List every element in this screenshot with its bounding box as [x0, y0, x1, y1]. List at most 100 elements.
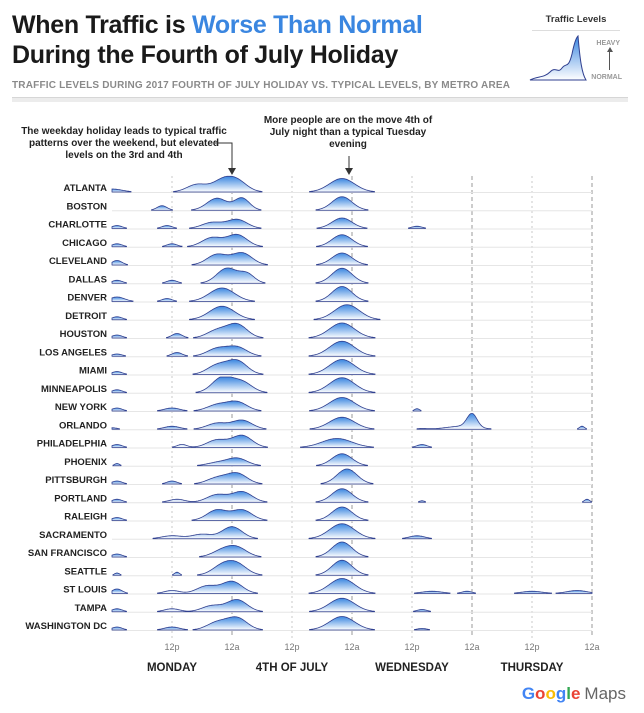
day-label: WEDNESDAY — [375, 662, 449, 674]
traffic-area — [189, 287, 255, 302]
city-label: WASHINGTON DC — [25, 621, 107, 632]
chart-title: When Traffic is Worse Than Normal During… — [12, 10, 423, 70]
annotation-weekend: The weekday holiday leads to typical tra… — [21, 126, 227, 161]
traffic-area — [157, 225, 177, 229]
traffic-area — [315, 196, 369, 211]
city-label: RALEIGH — [64, 512, 107, 523]
google-maps-logo: Google Maps — [522, 684, 626, 704]
city-label: HOUSTON — [60, 329, 107, 340]
traffic-area — [111, 553, 127, 558]
traffic-area — [162, 279, 182, 284]
traffic-area — [309, 616, 375, 631]
traffic-area — [189, 218, 262, 229]
day-label: THURSDAY — [501, 662, 564, 674]
city-label: PITTSBURGH — [45, 475, 107, 486]
traffic-area — [111, 626, 127, 631]
traffic-area — [111, 427, 120, 430]
traffic-area — [413, 609, 431, 613]
traffic-area — [173, 175, 263, 193]
traffic-area — [308, 359, 376, 375]
city-label: PORTLAND — [54, 493, 107, 504]
traffic-area — [514, 590, 552, 594]
traffic-area — [189, 305, 255, 321]
city-label: DENVER — [67, 293, 107, 304]
traffic-area — [308, 340, 376, 357]
traffic-area — [111, 407, 127, 412]
traffic-area — [582, 498, 592, 503]
city-label: CHICAGO — [62, 238, 107, 249]
traffic-area — [193, 419, 267, 430]
traffic-area — [315, 286, 369, 302]
traffic-area — [316, 453, 368, 467]
city-label: NEW YORK — [55, 402, 107, 413]
traffic-area — [309, 397, 375, 412]
city-label: DETROIT — [65, 311, 107, 322]
traffic-area — [111, 243, 127, 248]
x-tick-label: 12p — [524, 642, 539, 652]
traffic-area — [151, 205, 173, 211]
x-tick-label: 12a — [224, 642, 239, 652]
traffic-area — [194, 472, 263, 485]
traffic-area — [414, 628, 430, 631]
traffic-area — [111, 588, 128, 594]
traffic-area — [193, 322, 264, 339]
traffic-area — [577, 425, 587, 430]
traffic-area — [111, 444, 127, 448]
legend-normal-label: NORMAL — [591, 74, 622, 81]
traffic-area — [195, 376, 268, 394]
city-label: ATLANTA — [64, 183, 108, 194]
city-label: CHARLOTTE — [48, 220, 107, 231]
traffic-area — [111, 353, 126, 357]
traffic-area — [418, 500, 426, 503]
title-highlight: Worse Than Normal — [191, 11, 423, 39]
traffic-area — [172, 434, 268, 448]
traffic-area — [191, 252, 268, 266]
traffic-area — [193, 345, 262, 357]
traffic-area — [111, 188, 132, 193]
legend-arrow-icon — [607, 47, 613, 52]
x-tick-label: 12p — [164, 642, 179, 652]
traffic-area — [111, 225, 127, 229]
traffic-area — [157, 298, 177, 302]
traffic-area — [200, 267, 266, 284]
traffic-area — [166, 352, 188, 357]
traffic-area — [199, 545, 262, 558]
traffic-area — [111, 316, 127, 321]
traffic-area — [555, 590, 593, 594]
traffic-area — [457, 590, 476, 594]
annotation-night-arrow-icon — [345, 168, 353, 175]
x-tick-label: 12a — [584, 642, 599, 652]
traffic-area — [172, 571, 182, 576]
city-label: ORLANDO — [59, 420, 107, 431]
traffic-area — [402, 535, 432, 540]
logo-letter: o — [535, 684, 546, 703]
traffic-area — [112, 572, 122, 576]
city-label: BOSTON — [67, 201, 108, 212]
traffic-area — [308, 578, 376, 594]
traffic-area — [197, 560, 263, 576]
traffic-area — [157, 599, 263, 613]
header-divider-shade — [12, 98, 628, 102]
traffic-area — [187, 233, 263, 248]
traffic-area — [166, 333, 189, 339]
traffic-area — [191, 197, 262, 211]
traffic-area — [111, 260, 128, 266]
city-label: ST LOUIS — [63, 585, 107, 596]
traffic-area — [111, 334, 127, 339]
city-label: SAN FRANCISCO — [28, 548, 107, 559]
city-label: CLEVELAND — [49, 256, 107, 267]
traffic-area — [192, 616, 263, 631]
traffic-area — [315, 267, 369, 284]
city-label: SACRAMENTO — [39, 530, 107, 541]
traffic-area — [309, 597, 375, 613]
day-label: 4TH OF JULY — [256, 662, 329, 674]
header-divider — [12, 97, 628, 98]
traffic-area — [193, 400, 262, 412]
logo-letter: g — [555, 684, 567, 703]
traffic-area — [162, 243, 183, 248]
traffic-area — [412, 444, 432, 448]
traffic-area — [111, 480, 127, 485]
traffic-area — [157, 407, 188, 412]
city-label: PHOENIX — [64, 457, 107, 468]
